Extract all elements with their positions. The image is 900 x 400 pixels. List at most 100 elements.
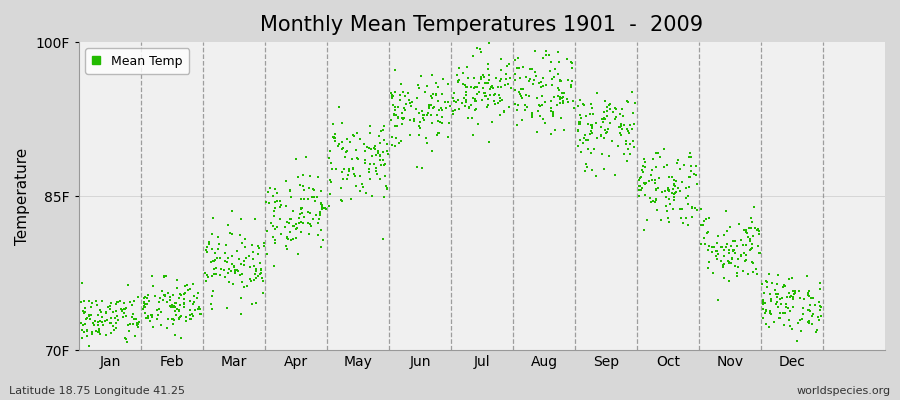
Point bbox=[615, 106, 629, 112]
Point bbox=[268, 199, 283, 206]
Point bbox=[755, 280, 770, 287]
Point bbox=[233, 216, 248, 222]
Point bbox=[335, 120, 349, 126]
Point bbox=[728, 238, 742, 244]
Point bbox=[427, 104, 441, 110]
Point bbox=[130, 320, 144, 326]
Point bbox=[225, 230, 239, 237]
Point bbox=[654, 189, 669, 195]
Point bbox=[544, 76, 559, 82]
Point bbox=[464, 84, 478, 90]
Point bbox=[574, 149, 589, 156]
Point bbox=[264, 220, 278, 226]
Point bbox=[400, 89, 415, 96]
Point bbox=[720, 241, 734, 247]
Point bbox=[94, 309, 109, 315]
Point bbox=[340, 176, 355, 182]
Point bbox=[79, 316, 94, 323]
Point bbox=[390, 122, 404, 129]
Point bbox=[99, 310, 113, 316]
Point bbox=[683, 174, 698, 180]
Point bbox=[620, 157, 634, 164]
Point bbox=[166, 292, 180, 298]
Point bbox=[623, 122, 637, 128]
Point bbox=[387, 143, 401, 149]
Point bbox=[573, 137, 588, 143]
Point bbox=[292, 215, 306, 221]
Point bbox=[550, 102, 564, 108]
Point bbox=[385, 134, 400, 140]
Point bbox=[751, 243, 765, 249]
Point bbox=[573, 121, 588, 127]
Point bbox=[589, 120, 603, 126]
Point bbox=[326, 134, 340, 141]
Point bbox=[564, 60, 579, 66]
Point bbox=[157, 274, 171, 280]
Point bbox=[158, 293, 172, 299]
Point bbox=[594, 132, 608, 139]
Point bbox=[762, 308, 777, 314]
Point bbox=[739, 229, 753, 236]
Point bbox=[414, 108, 428, 114]
Point bbox=[383, 117, 398, 124]
Point bbox=[538, 48, 553, 54]
Point bbox=[801, 319, 815, 325]
Point bbox=[290, 224, 304, 231]
Point bbox=[441, 134, 455, 140]
Point bbox=[657, 188, 671, 194]
Point bbox=[778, 282, 792, 288]
Point bbox=[122, 321, 137, 327]
Point bbox=[409, 106, 423, 112]
Point bbox=[254, 265, 268, 272]
Point bbox=[578, 168, 592, 174]
Point bbox=[106, 326, 121, 333]
Point bbox=[621, 130, 635, 136]
Point bbox=[154, 322, 168, 328]
Point bbox=[113, 306, 128, 312]
Point bbox=[584, 150, 598, 156]
Point bbox=[701, 215, 716, 221]
Point bbox=[377, 162, 392, 168]
Point bbox=[378, 161, 392, 168]
Point bbox=[460, 74, 474, 81]
Point bbox=[518, 102, 533, 108]
Point bbox=[470, 91, 484, 97]
Point bbox=[142, 298, 157, 304]
Point bbox=[776, 310, 790, 316]
Point bbox=[775, 295, 789, 301]
Point bbox=[251, 273, 266, 280]
Point bbox=[536, 75, 550, 82]
Point bbox=[121, 282, 135, 289]
Point bbox=[564, 58, 579, 65]
Point bbox=[256, 278, 270, 284]
Point bbox=[136, 305, 150, 312]
Point bbox=[776, 284, 790, 290]
Point bbox=[109, 301, 123, 307]
Point bbox=[254, 270, 268, 276]
Point bbox=[572, 119, 587, 125]
Point bbox=[802, 320, 816, 326]
Point bbox=[551, 49, 565, 56]
Point bbox=[652, 154, 667, 160]
Point bbox=[473, 74, 488, 80]
Point bbox=[694, 205, 708, 212]
Point bbox=[210, 255, 224, 261]
Point bbox=[493, 94, 508, 101]
Point bbox=[283, 216, 297, 222]
Point bbox=[734, 252, 749, 259]
Point bbox=[446, 98, 461, 104]
Point bbox=[477, 80, 491, 86]
Point bbox=[377, 123, 392, 130]
Point bbox=[593, 124, 608, 130]
Point bbox=[814, 313, 828, 319]
Point bbox=[634, 182, 648, 189]
Point bbox=[546, 108, 561, 115]
Point bbox=[86, 320, 100, 326]
Point bbox=[410, 164, 425, 170]
Point bbox=[303, 223, 318, 229]
Point bbox=[788, 288, 802, 294]
Point bbox=[564, 82, 579, 88]
Point bbox=[373, 156, 387, 163]
Point bbox=[494, 76, 508, 82]
Point bbox=[802, 293, 816, 300]
